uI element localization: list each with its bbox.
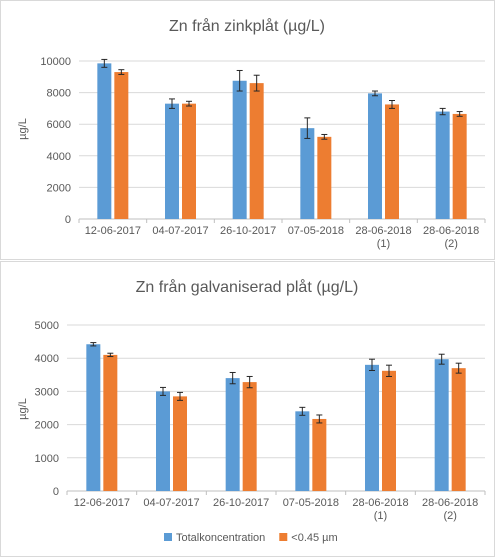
bar	[225, 378, 240, 491]
chart-panel-galvaniserad: Zn från galvaniserad plåt (µg/L) µg/L 0 1…	[0, 261, 495, 557]
legend-swatch	[279, 533, 288, 541]
y-tick-label: 6000	[47, 119, 71, 131]
x-tick-label: 07-05-2018	[288, 225, 344, 237]
x-tick-label: 07-05-2018	[283, 497, 339, 509]
y-tick-label: 2000	[35, 420, 59, 432]
bar	[232, 80, 247, 219]
x-tick-label: 12-06-2017	[74, 497, 130, 509]
x-tick-label: (1)	[377, 238, 390, 250]
bar	[242, 382, 257, 491]
bar	[295, 411, 310, 491]
x-tick-label: 04-07-2017	[143, 497, 199, 509]
y-tick-label: 4000	[47, 151, 71, 163]
chart-galvaniserad: Zn från galvaniserad plåt (µg/L) µg/L 0 1…	[17, 278, 486, 544]
x-tick-label: 26-10-2017	[213, 497, 269, 509]
x-tick-label: 28-06-2018	[423, 225, 479, 237]
bar	[300, 128, 315, 219]
legend-label: Totalkoncentration	[176, 532, 265, 544]
x-tick-label: (2)	[443, 510, 456, 522]
bar	[97, 63, 112, 220]
y-axis-label: µg/L	[17, 398, 29, 420]
bar	[435, 111, 450, 219]
bar	[382, 370, 396, 491]
x-tick-label: 26-10-2017	[220, 225, 276, 237]
x-tick-label: (1)	[374, 510, 387, 522]
y-tick-label: 1000	[35, 453, 59, 465]
bar	[451, 368, 466, 491]
y-tick-label: 0	[65, 214, 71, 226]
bar	[103, 354, 118, 491]
bar	[114, 72, 129, 219]
legend-label: <0.45 µm	[291, 532, 337, 544]
legend-swatch	[164, 533, 172, 541]
x-tick-label: 28-06-2018	[352, 497, 408, 509]
chart-title: Zn från zinkplåt (µg/L)	[169, 17, 325, 35]
bar	[452, 113, 467, 219]
bar	[317, 136, 332, 219]
bar	[365, 364, 379, 491]
bar	[156, 391, 170, 491]
chart-zinkplat: Zn från zinkplåt (µg/L) µg/L 0 2000 4000 60…	[17, 17, 486, 250]
y-tick-label: 2000	[47, 182, 71, 194]
chart-title: Zn från galvaniserad plåt (µg/L)	[136, 278, 359, 296]
bar	[86, 344, 101, 491]
y-tick-label: 3000	[35, 386, 59, 398]
y-tick-label: 10000	[40, 56, 71, 68]
bar	[173, 396, 187, 491]
y-tick-label: 4000	[35, 353, 59, 365]
bar	[182, 103, 196, 219]
bar	[312, 418, 327, 491]
x-tick-label: (2)	[444, 238, 457, 250]
y-tick-label: 8000	[47, 88, 71, 100]
y-tick-label: 0	[53, 486, 59, 498]
bar	[385, 104, 399, 219]
y-tick-label: 5000	[35, 320, 59, 332]
x-tick-label: 04-07-2017	[152, 225, 208, 237]
chart-panel-zinkplat: Zn från zinkplåt (µg/L) µg/L 0 2000 4000 60…	[0, 0, 495, 260]
x-tick-label: 28-06-2018	[355, 225, 411, 237]
bar	[249, 83, 264, 220]
x-tick-label: 28-06-2018	[422, 497, 478, 509]
y-axis-label: µg/L	[17, 118, 29, 140]
bar	[434, 359, 449, 491]
bar	[165, 103, 179, 219]
bar	[368, 93, 382, 219]
x-tick-label: 12-06-2017	[85, 225, 141, 237]
